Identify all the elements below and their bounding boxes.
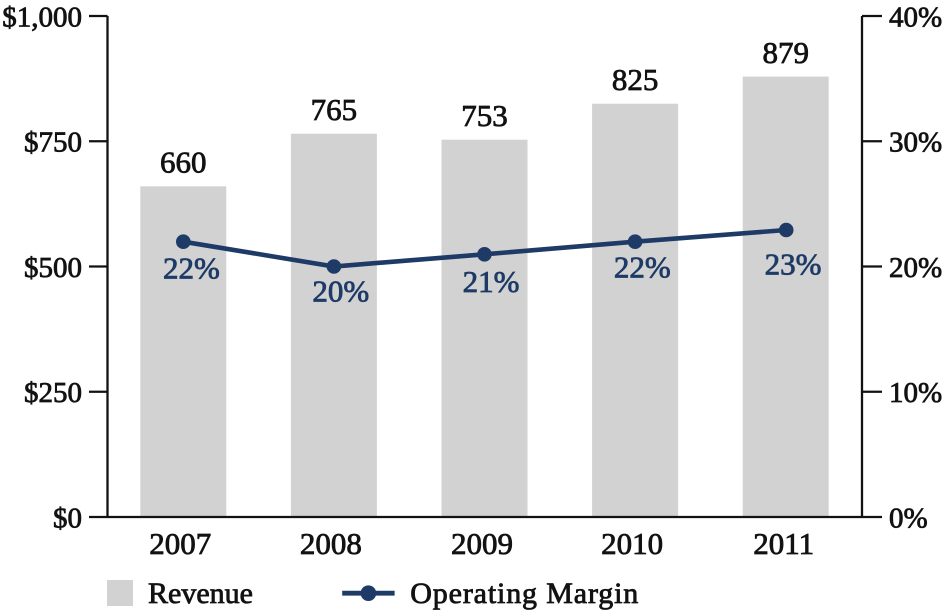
svg-text:$250: $250 [24,377,82,409]
svg-text:2008: 2008 [300,526,362,561]
svg-text:825: 825 [612,62,659,97]
svg-text:879: 879 [762,35,809,70]
svg-text:Revenue: Revenue [148,577,253,610]
svg-text:$0: $0 [53,502,82,534]
svg-text:20%: 20% [312,274,369,309]
svg-text:765: 765 [311,92,358,127]
svg-text:20%: 20% [889,252,942,284]
svg-text:$500: $500 [24,252,82,284]
svg-text:660: 660 [160,145,207,180]
svg-text:2010: 2010 [601,526,663,561]
svg-text:0%: 0% [889,502,928,534]
svg-text:22%: 22% [163,251,220,286]
svg-text:Operating Margin: Operating Margin [410,577,639,610]
svg-text:40%: 40% [889,1,942,33]
svg-text:2011: 2011 [753,526,814,561]
svg-text:30%: 30% [889,127,942,159]
svg-text:753: 753 [461,98,508,133]
svg-text:22%: 22% [614,249,671,284]
svg-text:$1,000: $1,000 [2,1,82,33]
svg-text:21%: 21% [463,264,520,299]
svg-text:23%: 23% [765,246,822,281]
svg-text:2007: 2007 [149,526,211,561]
svg-text:$750: $750 [24,127,82,159]
svg-text:2009: 2009 [451,526,513,561]
svg-text:10%: 10% [889,377,942,409]
